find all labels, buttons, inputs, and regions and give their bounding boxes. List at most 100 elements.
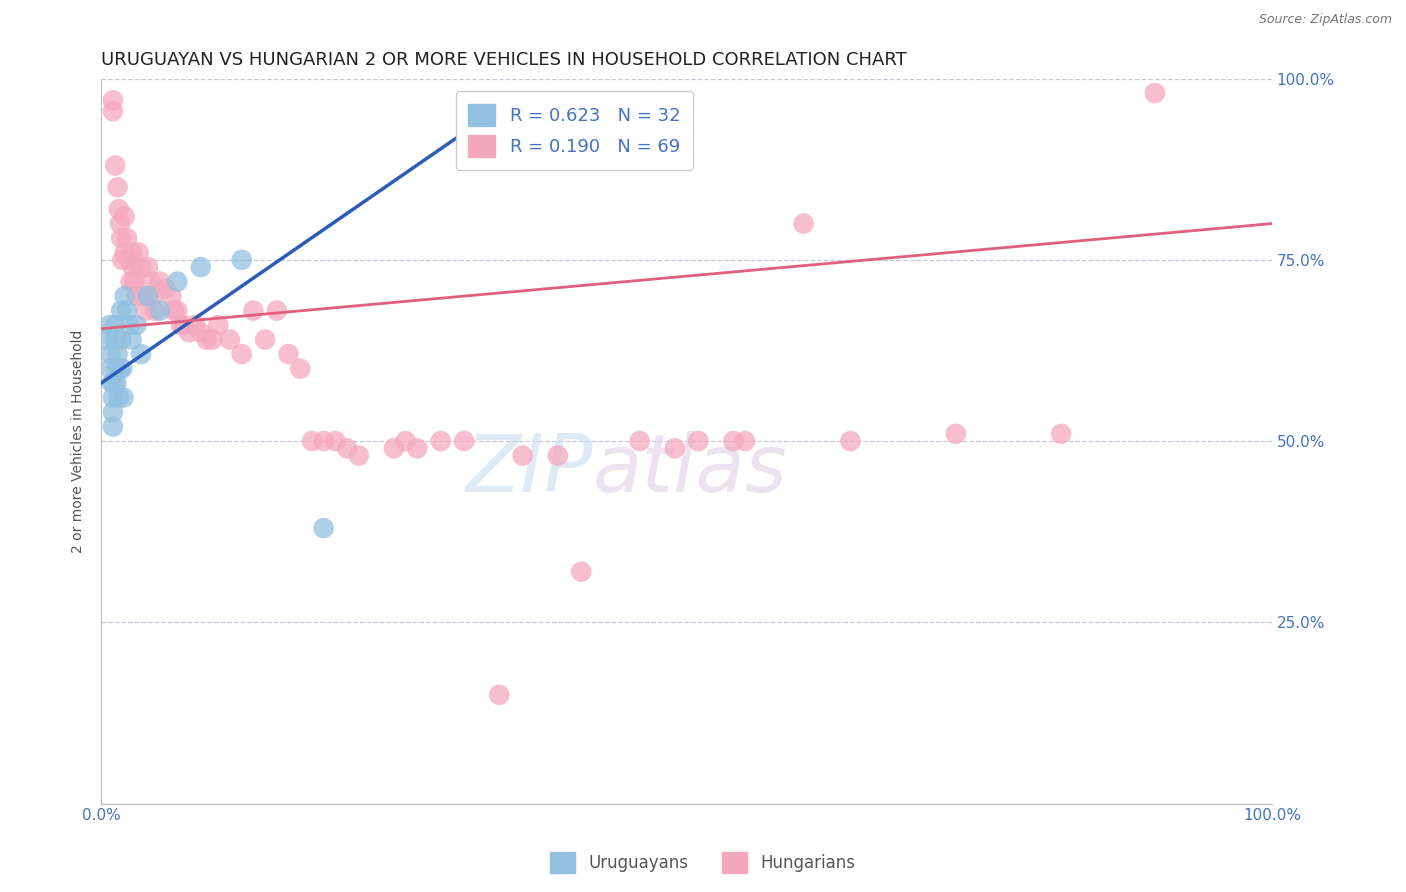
Point <box>114 245 136 260</box>
Point <box>190 260 212 274</box>
Point <box>111 361 134 376</box>
Point <box>104 318 127 332</box>
Y-axis label: 2 or more Vehicles in Household: 2 or more Vehicles in Household <box>72 329 86 553</box>
Point <box>121 245 143 260</box>
Point <box>207 318 229 332</box>
Point <box>160 289 183 303</box>
Point <box>149 303 172 318</box>
Point <box>101 419 124 434</box>
Point <box>108 217 131 231</box>
Point <box>149 275 172 289</box>
Text: Source: ZipAtlas.com: Source: ZipAtlas.com <box>1258 13 1392 27</box>
Point <box>301 434 323 448</box>
Point <box>242 303 264 318</box>
Point <box>107 347 129 361</box>
Point <box>129 260 152 274</box>
Point <box>125 289 148 303</box>
Point <box>101 405 124 419</box>
Point <box>429 434 451 448</box>
Text: ZIP: ZIP <box>465 431 593 509</box>
Point <box>512 449 534 463</box>
Point <box>136 289 159 303</box>
Point <box>103 376 125 390</box>
Point <box>101 93 124 107</box>
Point <box>170 318 193 332</box>
Point <box>112 391 135 405</box>
Point <box>105 376 128 390</box>
Point <box>166 275 188 289</box>
Point <box>723 434 745 448</box>
Point <box>120 275 142 289</box>
Point <box>105 361 128 376</box>
Point <box>114 289 136 303</box>
Legend: Uruguayans, Hungarians: Uruguayans, Hungarians <box>544 846 862 880</box>
Point <box>155 282 177 296</box>
Point <box>290 361 312 376</box>
Text: URUGUAYAN VS HUNGARIAN 2 OR MORE VEHICLES IN HOUSEHOLD CORRELATION CHART: URUGUAYAN VS HUNGARIAN 2 OR MORE VEHICLE… <box>101 51 907 69</box>
Point <box>184 318 207 332</box>
Point <box>142 289 165 303</box>
Point <box>128 245 150 260</box>
Point <box>125 318 148 332</box>
Point <box>108 361 131 376</box>
Point <box>231 347 253 361</box>
Point <box>336 442 359 456</box>
Point <box>107 202 129 216</box>
Point <box>110 231 132 245</box>
Point <box>132 289 155 303</box>
Point <box>121 333 143 347</box>
Point <box>1143 86 1166 100</box>
Point <box>118 318 141 332</box>
Point <box>111 252 134 267</box>
Point <box>107 391 129 405</box>
Point <box>129 347 152 361</box>
Point <box>347 449 370 463</box>
Point <box>100 376 122 390</box>
Point <box>793 217 815 231</box>
Point <box>312 521 335 535</box>
Point <box>547 449 569 463</box>
Point <box>664 442 686 456</box>
Point <box>382 442 405 456</box>
Point <box>135 303 157 318</box>
Point <box>190 326 212 340</box>
Point <box>139 275 162 289</box>
Point <box>110 333 132 347</box>
Point <box>163 303 186 318</box>
Point <box>195 333 218 347</box>
Point <box>201 333 224 347</box>
Point <box>628 434 651 448</box>
Point <box>110 303 132 318</box>
Point <box>945 426 967 441</box>
Point <box>734 434 756 448</box>
Point <box>101 104 124 119</box>
Point <box>839 434 862 448</box>
Point <box>406 442 429 456</box>
Point <box>143 303 166 318</box>
Point <box>104 159 127 173</box>
Point <box>231 252 253 267</box>
Point <box>122 275 145 289</box>
Point <box>325 434 347 448</box>
Point <box>101 391 124 405</box>
Point <box>688 434 710 448</box>
Point <box>1050 426 1073 441</box>
Point <box>569 565 592 579</box>
Point <box>96 333 118 347</box>
Point <box>98 318 121 332</box>
Point <box>166 303 188 318</box>
Point <box>136 260 159 274</box>
Point <box>118 252 141 267</box>
Point <box>115 303 138 318</box>
Point <box>277 347 299 361</box>
Point <box>121 260 143 274</box>
Point <box>254 333 277 347</box>
Point <box>107 180 129 194</box>
Point <box>114 210 136 224</box>
Point <box>453 434 475 448</box>
Point <box>100 361 122 376</box>
Text: atlas: atlas <box>593 431 787 509</box>
Point <box>488 688 510 702</box>
Point <box>312 434 335 448</box>
Point <box>104 333 127 347</box>
